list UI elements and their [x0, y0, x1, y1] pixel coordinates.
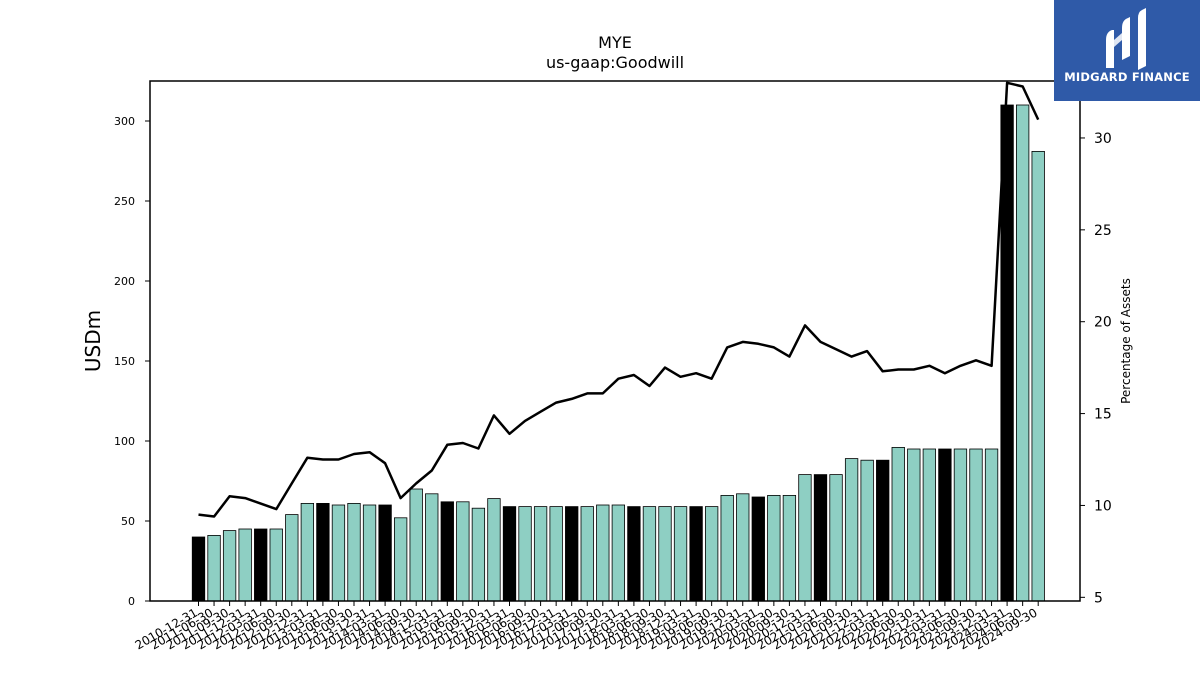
x-axis: 2010-12-312011-06-302011-09-302011-12-31… — [133, 601, 1040, 652]
bar-2023-09-30 — [984, 448, 999, 602]
midgard-finance-logo: MIDGARD FINANCE — [1054, 0, 1200, 101]
bar-2022-09-30 — [922, 448, 936, 602]
bar-2016-03-31 — [518, 506, 532, 602]
bar-2014-12-31 — [440, 501, 454, 602]
bar-2013-06-30 — [347, 502, 361, 602]
y-tick-label: 300 — [114, 115, 135, 128]
bar-2021-09-30 — [860, 459, 874, 602]
bar-2017-03-31 — [580, 506, 594, 602]
bar-2019-09-30 — [736, 493, 750, 602]
bar-2016-09-30 — [549, 506, 563, 602]
bar-2013-03-31 — [331, 504, 346, 602]
bars-group — [191, 104, 1045, 602]
bar-2018-09-30 — [673, 506, 688, 602]
bar-2015-06-30 — [471, 507, 486, 602]
bar-2014-06-30 — [409, 488, 423, 602]
chart-subtitle: us-gaap:Goodwill — [546, 53, 684, 72]
bar-2016-06-30 — [533, 506, 548, 602]
bar-2011-06-30 — [222, 530, 237, 602]
y2-tick-label: 25 — [1094, 223, 1112, 239]
bar-2012-09-30 — [300, 502, 315, 602]
y-tick-label: 200 — [114, 275, 135, 288]
y-tick-label: 100 — [114, 435, 135, 448]
bar-2022-12-31 — [938, 448, 952, 602]
y-tick-label: 250 — [114, 195, 135, 208]
bar-2023-03-31 — [953, 448, 968, 602]
y-axis-label: USDm — [81, 310, 105, 372]
bar-2020-06-30 — [782, 494, 797, 602]
chart-title: MYE — [598, 33, 632, 52]
bar-2012-03-31 — [269, 528, 283, 602]
bar-2020-09-30 — [798, 474, 812, 602]
bar-2022-06-30 — [907, 448, 921, 602]
bar-2015-03-31 — [456, 501, 470, 602]
y-tick-label: 150 — [114, 355, 135, 368]
bar-2018-12-31 — [689, 506, 703, 602]
bar-2024-03-31 — [1016, 104, 1030, 602]
bar-2019-03-31 — [705, 506, 719, 602]
y2-tick-label: 30 — [1094, 131, 1112, 147]
bar-2013-12-31 — [378, 504, 392, 602]
bar-2016-12-31 — [565, 506, 579, 602]
midgard-logo-icon — [1106, 8, 1146, 70]
bar-2020-03-31 — [767, 494, 781, 602]
bar-2023-06-30 — [969, 448, 983, 602]
bar-2012-06-30 — [285, 514, 299, 602]
goodwill-percentage-line — [198, 81, 1040, 518]
bar-2015-12-31 — [502, 506, 517, 602]
logo-text: MIDGARD FINANCE — [1064, 70, 1190, 84]
bar-2021-03-31 — [829, 474, 843, 602]
bar-2012-12-31 — [316, 502, 330, 602]
bar-2019-06-30 — [720, 494, 734, 602]
bar-2017-12-31 — [627, 506, 641, 602]
bar-2019-12-31 — [751, 496, 765, 602]
y2-tick-label: 15 — [1094, 407, 1112, 423]
bar-2020-12-31 — [813, 474, 828, 602]
bar-2010-12-31 — [191, 536, 206, 602]
y-tick-label: 0 — [128, 595, 135, 608]
bar-2014-03-31 — [393, 517, 408, 602]
line-group — [198, 81, 1040, 518]
y-axis: 0 50 100 150 200 250 300 — [114, 115, 150, 608]
y2-axis: 5 10 15 20 25 30 — [1080, 131, 1112, 606]
plot-frame — [149, 80, 1081, 602]
bar-2021-06-30 — [844, 458, 859, 602]
bar-2017-09-30 — [611, 504, 625, 602]
y2-axis-label: Percentage of Assets — [1119, 278, 1133, 404]
bar-2021-12-31 — [876, 459, 890, 602]
bar-2013-09-30 — [362, 504, 377, 602]
y-tick-label: 50 — [121, 515, 135, 528]
bar-2014-09-30 — [425, 493, 439, 602]
y2-tick-label: 5 — [1094, 590, 1103, 606]
bar-2018-06-30 — [658, 506, 672, 602]
bar-2024-06-30 — [1031, 150, 1045, 602]
bar-2015-09-30 — [487, 498, 501, 602]
bar-2011-03-31 — [207, 535, 221, 602]
bar-2011-09-30 — [238, 528, 252, 602]
y2-tick-label: 20 — [1094, 315, 1112, 331]
y2-tick-label: 10 — [1094, 498, 1112, 514]
bar-2022-03-31 — [891, 446, 905, 602]
bar-2011-12-31 — [254, 528, 268, 602]
bar-2018-03-31 — [642, 506, 657, 602]
bar-2017-06-30 — [596, 504, 610, 602]
